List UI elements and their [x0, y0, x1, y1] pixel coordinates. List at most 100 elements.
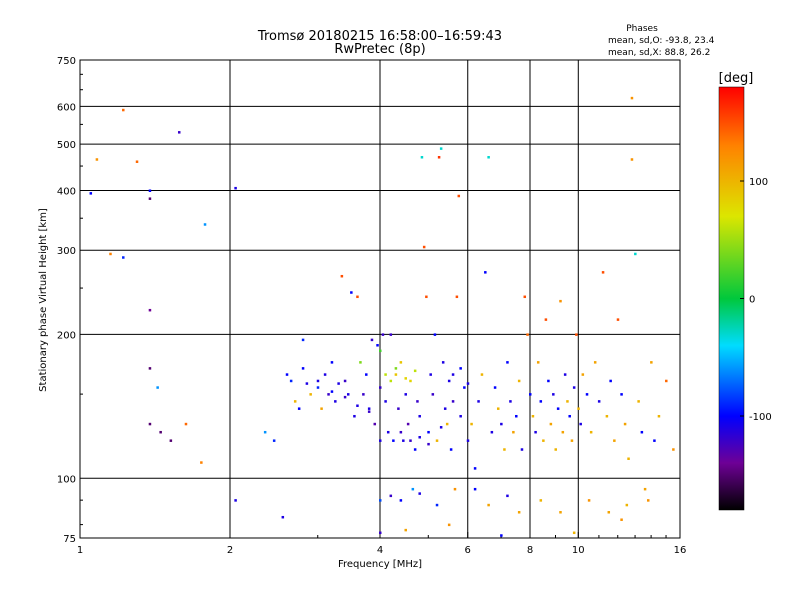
data-point [177, 131, 181, 134]
data-point [365, 373, 368, 376]
data-point [330, 361, 334, 364]
data-point [531, 414, 535, 418]
data-point [148, 308, 152, 312]
data-point [356, 404, 359, 407]
data-point [544, 318, 548, 321]
data-point [122, 256, 125, 259]
data-point [420, 156, 424, 159]
data-point [552, 393, 555, 396]
data-point [512, 430, 515, 434]
data-point [572, 531, 576, 535]
data-point [389, 494, 393, 498]
data-point [542, 439, 545, 442]
x-tick-label: 8 [527, 545, 533, 556]
data-point [148, 189, 152, 192]
data-point [646, 499, 650, 502]
data-point [411, 487, 415, 491]
data-point [653, 439, 656, 442]
data-point [620, 393, 623, 396]
data-point [447, 523, 451, 527]
y-tick-label: 200 [57, 330, 76, 341]
data-point [634, 252, 637, 256]
data-point [466, 439, 470, 442]
data-point [566, 400, 569, 403]
colorbar-gradient [718, 86, 745, 511]
data-point [356, 295, 359, 299]
data-point [340, 274, 344, 278]
data-point [379, 349, 382, 353]
data-point [597, 400, 601, 403]
data-point [330, 390, 334, 393]
data-point [616, 318, 620, 321]
data-point [301, 338, 305, 342]
data-point [359, 361, 362, 364]
data-point [323, 373, 327, 376]
data-point [609, 379, 612, 383]
data-point [650, 361, 653, 364]
data-point [95, 158, 99, 161]
data-point [435, 439, 439, 442]
data-point [203, 223, 207, 226]
data-point [418, 435, 421, 439]
data-point [570, 439, 574, 442]
data-point [122, 108, 125, 112]
data-point [418, 414, 421, 418]
data-point [457, 194, 461, 198]
data-point [623, 422, 627, 426]
data-point [587, 499, 591, 502]
data-point [439, 426, 443, 429]
y-tick-label: 75 [63, 534, 76, 545]
data-point [589, 430, 593, 434]
data-point [473, 487, 477, 491]
x-tick-label: 4 [377, 545, 383, 556]
colorbar-label: [deg] [719, 71, 754, 86]
data-point [554, 448, 557, 451]
data-point [539, 400, 543, 403]
plot-area: 1 2 4 6 8 10 16 75 100 200 300 400 500 600 750 [57, 56, 686, 556]
data-point [451, 400, 455, 403]
data-point [156, 386, 159, 389]
stats-line-o: mean, sd,O: -93.8, 23.4 [608, 36, 715, 46]
data-point [556, 407, 560, 410]
data-point [416, 400, 419, 403]
data-point [575, 333, 578, 336]
x-tick-label: 6 [465, 545, 471, 556]
stats-title: Phases [626, 24, 658, 34]
stats-line-x: mean, sd,X: 88.8, 26.2 [608, 48, 710, 58]
data-point [109, 252, 112, 256]
data-point [184, 422, 188, 426]
y-tick-label: 750 [57, 56, 76, 67]
data-point [422, 245, 426, 249]
data-point [89, 192, 93, 195]
data-point [379, 499, 382, 502]
y-tick-label: 500 [57, 140, 76, 151]
data-point [381, 333, 385, 336]
data-point [409, 379, 412, 383]
data-point [593, 361, 597, 364]
data-point [441, 361, 445, 364]
data-point [409, 439, 412, 442]
data-point [386, 430, 390, 434]
y-tick-label: 300 [57, 246, 76, 257]
data-point [607, 511, 611, 514]
colorbar-tick-label: -100 [749, 412, 772, 423]
data-point [480, 373, 484, 376]
data-point [337, 382, 340, 385]
data-point [539, 499, 543, 502]
data-point [373, 422, 377, 426]
data-point [517, 511, 521, 514]
data-point [506, 494, 509, 498]
data-point [559, 511, 562, 514]
data-point [435, 503, 439, 507]
data-point [334, 400, 337, 403]
y-tick-label: 400 [57, 186, 76, 197]
data-point [353, 414, 356, 418]
data-point [389, 333, 393, 336]
data-point [404, 393, 407, 396]
colorbar-tick-label: 100 [749, 177, 768, 188]
data-point [605, 414, 609, 418]
data-point [148, 367, 152, 370]
data-point [536, 361, 540, 364]
data-point [379, 386, 382, 389]
